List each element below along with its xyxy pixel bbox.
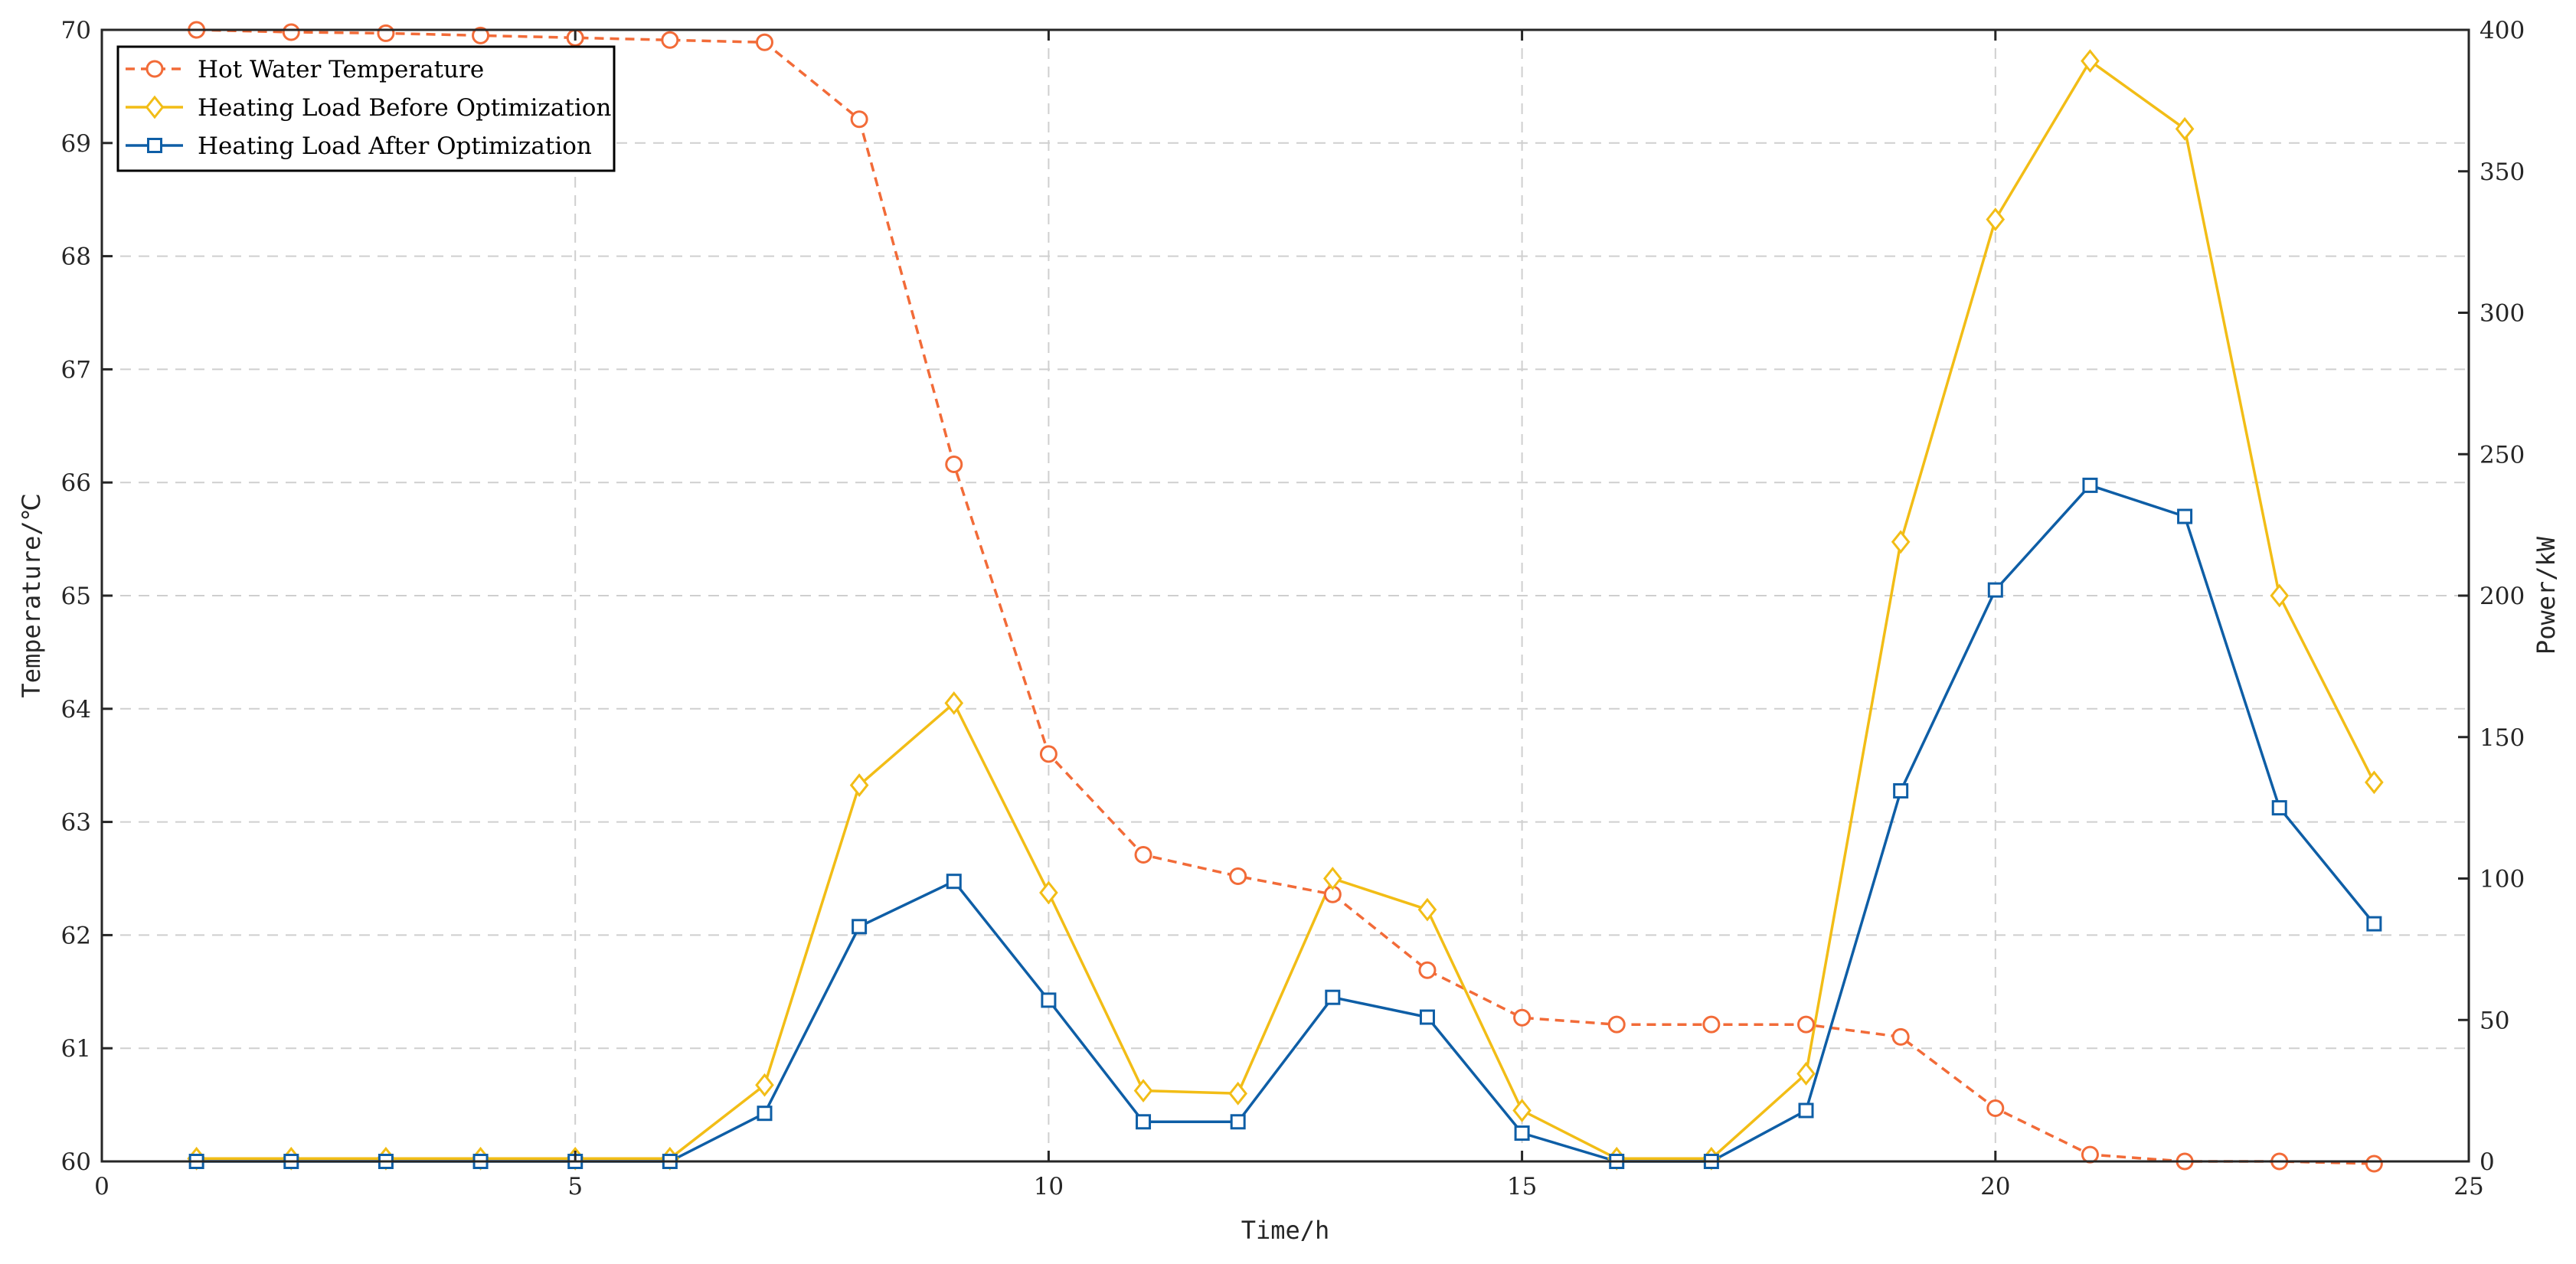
series-line-2 <box>196 59 2375 1161</box>
data-point-series-1 <box>850 110 868 129</box>
y-right-tick-label: 350 <box>2480 158 2525 186</box>
data-point-series-2 <box>1322 867 1342 890</box>
data-point-series-1 <box>472 26 490 44</box>
data-point-series-3 <box>2366 916 2382 932</box>
data-point-series-1 <box>1607 1015 1626 1034</box>
y-right-tick-label: 200 <box>2480 583 2525 610</box>
data-point-series-1 <box>282 23 300 41</box>
data-point-series-1 <box>2081 1145 2099 1164</box>
data-point-series-2 <box>1891 530 1911 554</box>
data-point-series-1 <box>755 33 773 51</box>
data-point-series-2 <box>1796 1062 1816 1086</box>
x-tick-label: 0 <box>94 1173 110 1200</box>
data-point-series-3 <box>1419 1009 1435 1025</box>
data-point-series-3 <box>1041 992 1057 1008</box>
y-left-tick-label: 63 <box>61 809 91 837</box>
y-axis-right-title: Power/kW <box>2532 536 2561 655</box>
data-point-series-2 <box>1133 1079 1153 1103</box>
data-point-series-1 <box>661 31 679 49</box>
data-point-series-2 <box>755 1073 774 1097</box>
y-right-tick-label: 250 <box>2480 441 2525 469</box>
data-point-series-2 <box>944 691 964 715</box>
y-left-tick-label: 65 <box>61 583 91 610</box>
data-point-series-1 <box>945 456 963 474</box>
y-axis-left-title: Temperature/℃ <box>17 493 46 697</box>
data-point-series-2 <box>2270 583 2290 608</box>
data-point-series-2 <box>1039 880 1058 905</box>
data-point-series-1 <box>1039 745 1058 763</box>
series-lines <box>196 28 2375 1165</box>
data-point-series-1 <box>2365 1155 2383 1173</box>
legend-label-1: Hot Water Temperature <box>198 56 484 83</box>
data-point-series-1 <box>1134 845 1152 864</box>
legend-marker-1 <box>145 60 164 78</box>
grid-lines <box>102 30 2469 1161</box>
data-point-series-3 <box>757 1106 773 1122</box>
y-right-tick-label: 100 <box>2480 866 2525 893</box>
data-point-series-3 <box>1798 1102 1814 1119</box>
y-left-tick-label: 60 <box>61 1148 91 1176</box>
x-tick-label: 20 <box>1980 1173 2010 1200</box>
legend-marker-3 <box>147 138 162 153</box>
x-axis-title: Time/h <box>1241 1216 1330 1245</box>
legend-marker-2 <box>145 95 165 119</box>
legend-box <box>116 45 616 172</box>
legend-label-3: Heating Load After Optimization <box>198 132 592 160</box>
y-left-tick-label: 67 <box>61 356 91 384</box>
data-point-series-3 <box>2082 477 2098 493</box>
data-point-series-2 <box>2081 49 2100 73</box>
y-left-tick-label: 70 <box>61 17 91 44</box>
data-point-series-2 <box>849 773 869 797</box>
tick-labels: 0 5 10 15 20 25 60 61 62 63 64 65 66 67 68 69 70 0 50 100 15… <box>61 17 2525 1200</box>
legend-label-2: Heating Load Before Optimization <box>198 94 611 122</box>
y-left-tick-label: 64 <box>61 696 91 723</box>
data-point-series-1 <box>1702 1015 1721 1034</box>
data-point-series-3 <box>2177 508 2193 524</box>
data-point-series-1 <box>1513 1008 1532 1027</box>
data-point-series-3 <box>1514 1125 1530 1142</box>
data-point-series-2 <box>1228 1081 1248 1106</box>
data-point-series-2 <box>1512 1099 1532 1122</box>
x-tick-label: 25 <box>2453 1173 2483 1200</box>
data-point-series-3 <box>1136 1114 1152 1130</box>
y-left-tick-label: 68 <box>61 243 91 271</box>
y-right-tick-label: 300 <box>2480 300 2525 328</box>
data-point-series-2 <box>1986 207 2006 231</box>
data-point-series-1 <box>1797 1015 1816 1034</box>
y-left-tick-label: 69 <box>61 130 91 158</box>
y-right-tick-label: 400 <box>2480 17 2525 44</box>
y-left-tick-label: 66 <box>61 469 91 497</box>
data-point-series-3 <box>1230 1114 1246 1130</box>
data-point-series-2 <box>1417 897 1437 922</box>
data-point-series-3 <box>946 874 962 890</box>
series-markers <box>187 21 2384 1173</box>
data-point-series-3 <box>852 919 868 935</box>
data-point-series-2 <box>2175 116 2195 141</box>
data-point-series-1 <box>1418 961 1437 979</box>
axis-ticks <box>100 28 2470 1163</box>
data-point-series-3 <box>1987 582 2003 598</box>
x-tick-label: 15 <box>1507 1173 1537 1200</box>
data-point-series-1 <box>377 24 395 42</box>
y-left-tick-label: 61 <box>61 1035 91 1063</box>
data-point-series-1 <box>1891 1027 1910 1046</box>
series-line-1 <box>196 28 2375 1165</box>
data-point-series-3 <box>1325 989 1341 1005</box>
y-right-tick-label: 0 <box>2480 1148 2495 1176</box>
series-line-3 <box>196 484 2375 1163</box>
y-right-tick-label: 50 <box>2480 1007 2509 1034</box>
legend: Hot Water Temperature Heating Load Before… <box>116 45 616 172</box>
x-tick-label: 5 <box>567 1173 583 1200</box>
data-point-series-3 <box>2271 800 2287 816</box>
data-point-series-1 <box>1229 867 1247 886</box>
x-tick-label: 10 <box>1034 1173 1064 1200</box>
y-right-tick-label: 150 <box>2480 724 2525 752</box>
data-point-series-2 <box>2365 770 2384 795</box>
y-left-tick-label: 62 <box>61 922 91 949</box>
data-point-series-1 <box>1986 1099 2005 1118</box>
data-point-series-3 <box>1893 782 1909 799</box>
